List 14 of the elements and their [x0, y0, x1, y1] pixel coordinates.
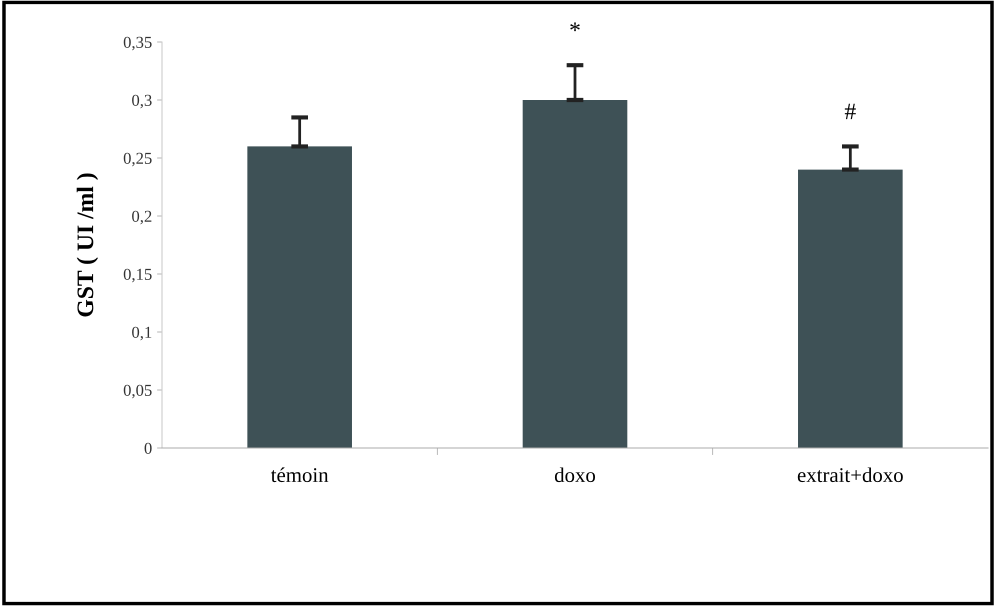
y-tick-label: 0,35: [124, 36, 152, 50]
annotation: #: [844, 104, 856, 120]
y-tick-label: 0,2: [132, 210, 152, 224]
x-tick-label: témoin: [270, 467, 328, 482]
y-tick-label: 0,05: [124, 384, 152, 398]
y-tick-label: 0,3: [132, 94, 152, 108]
y-tick-label: 0: [144, 442, 152, 454]
annotation: *: [570, 22, 580, 32]
y-tick-label: 0,1: [132, 326, 152, 340]
x-tick-label: extrait+doxo: [798, 467, 903, 482]
y-axis-title: GST ( UI /ml ): [76, 173, 98, 316]
y-tick-label: 0,15: [124, 268, 152, 282]
y-tick-label: 0,25: [124, 152, 152, 166]
x-tick-label: doxo: [554, 467, 596, 482]
